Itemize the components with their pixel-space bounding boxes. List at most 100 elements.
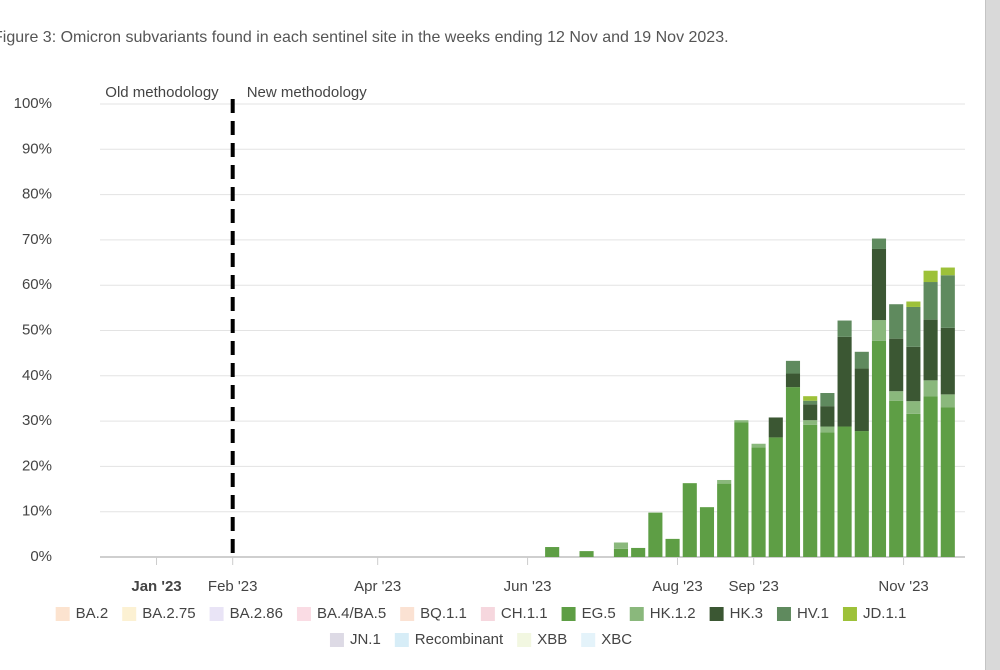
bar-segment bbox=[940, 267, 955, 276]
legend-swatch bbox=[400, 607, 415, 621]
bar-segment bbox=[734, 422, 749, 557]
x-tick-label: Aug '23 bbox=[652, 578, 702, 595]
legend-swatch bbox=[581, 633, 596, 647]
legend-item[interactable]: EG.5 bbox=[561, 605, 616, 622]
legend-item[interactable]: JN.1 bbox=[329, 631, 381, 648]
y-tick-label: 80% bbox=[22, 186, 52, 203]
scrollbar[interactable] bbox=[985, 0, 1000, 670]
bar-segment bbox=[803, 424, 818, 557]
bar-segment bbox=[820, 426, 835, 433]
legend-item[interactable]: BA.4/BA.5 bbox=[296, 605, 386, 622]
legend-item[interactable]: BA.2.75 bbox=[122, 605, 196, 622]
divider-label: Old methodology bbox=[105, 84, 219, 101]
legend-label: JD.1.1 bbox=[863, 605, 906, 622]
y-tick-label: 100% bbox=[14, 95, 52, 112]
bar-segment bbox=[717, 483, 732, 557]
bar-segment bbox=[940, 327, 955, 395]
legend-swatch bbox=[122, 607, 137, 621]
bar-segment bbox=[579, 551, 594, 557]
bar-segment bbox=[785, 387, 801, 557]
bar-segment bbox=[906, 346, 921, 402]
legend-label: BA.2 bbox=[76, 605, 109, 622]
x-tick-label: Feb '23 bbox=[208, 578, 258, 595]
bar-segment bbox=[854, 351, 869, 369]
bar-segment bbox=[889, 400, 904, 557]
legend-swatch bbox=[394, 633, 409, 647]
legend-label: HK.3 bbox=[730, 605, 763, 622]
y-tick-label: 0% bbox=[30, 548, 52, 565]
bar-segment bbox=[545, 547, 560, 557]
bar-segment bbox=[785, 360, 801, 374]
bar-segment bbox=[940, 275, 955, 328]
bar-segment bbox=[768, 417, 783, 438]
bar-segment bbox=[665, 538, 680, 557]
bar-segment bbox=[768, 437, 783, 557]
y-tick-label: 50% bbox=[22, 321, 52, 338]
legend-label: XBC bbox=[601, 631, 632, 648]
legend-item[interactable]: HK.1.2 bbox=[629, 605, 696, 622]
bar-segment bbox=[682, 483, 697, 557]
legend-swatch bbox=[480, 607, 495, 621]
legend-swatch bbox=[517, 633, 532, 647]
bar-segment bbox=[889, 391, 904, 401]
legend-label: BA.2.75 bbox=[142, 605, 195, 622]
legend-swatch bbox=[296, 607, 311, 621]
legend-item[interactable]: HV.1 bbox=[776, 605, 829, 622]
x-tick-label: Jan '23 bbox=[131, 578, 181, 595]
legend-swatch bbox=[709, 607, 724, 621]
bar-segment bbox=[923, 282, 938, 320]
bar-segment bbox=[648, 512, 663, 557]
bar-segment bbox=[940, 394, 955, 408]
legend-item[interactable]: CH.1.1 bbox=[480, 605, 548, 622]
x-tick-label: Apr '23 bbox=[354, 578, 401, 595]
legend-item[interactable]: Recombinant bbox=[394, 631, 504, 648]
bar-segment bbox=[906, 413, 921, 557]
legend-label: Recombinant bbox=[415, 631, 504, 648]
bar-segment bbox=[837, 320, 852, 337]
legend-item[interactable]: BQ.1.1 bbox=[400, 605, 467, 622]
divider-label: New methodology bbox=[247, 84, 368, 101]
bar-segment bbox=[803, 396, 818, 401]
x-tick-label: Jun '23 bbox=[504, 578, 552, 595]
legend-item[interactable]: BA.2.86 bbox=[209, 605, 283, 622]
legend-label: HV.1 bbox=[797, 605, 829, 622]
y-tick-label: 30% bbox=[22, 412, 52, 429]
legend-item[interactable]: XBB bbox=[517, 631, 567, 648]
legend-item[interactable]: JD.1.1 bbox=[842, 605, 906, 622]
legend-swatch bbox=[629, 607, 644, 621]
legend-label: JN.1 bbox=[350, 631, 381, 648]
legend-swatch bbox=[842, 607, 857, 621]
y-tick-label: 70% bbox=[22, 231, 52, 248]
bar-segment bbox=[889, 338, 904, 392]
legend-swatch bbox=[55, 607, 70, 621]
bar-segment bbox=[613, 548, 629, 557]
bar-segment bbox=[837, 336, 852, 427]
bar-segment bbox=[923, 396, 938, 557]
bar-segment bbox=[923, 270, 938, 283]
legend-item[interactable]: HK.3 bbox=[709, 605, 763, 622]
bar-segment bbox=[751, 443, 766, 448]
y-tick-label: 20% bbox=[22, 457, 52, 474]
bar-segment bbox=[751, 447, 766, 557]
bar-segment bbox=[854, 368, 869, 432]
y-tick-label: 60% bbox=[22, 276, 52, 293]
legend-item[interactable]: XBC bbox=[581, 631, 632, 648]
legend-label: EG.5 bbox=[582, 605, 616, 622]
bar-segment bbox=[734, 420, 749, 423]
bar-segment bbox=[871, 238, 887, 249]
bar-segment bbox=[889, 304, 904, 339]
bar-segment bbox=[717, 479, 732, 484]
bar-segment bbox=[699, 507, 715, 557]
legend-swatch bbox=[776, 607, 791, 621]
bar-segment bbox=[906, 301, 921, 307]
bar-segment bbox=[871, 248, 887, 321]
x-tick-label: Sep '23 bbox=[728, 578, 778, 595]
bar-segment bbox=[631, 547, 646, 557]
bar-segment bbox=[803, 420, 818, 425]
legend-swatch bbox=[329, 633, 344, 647]
bar-segment bbox=[871, 320, 887, 341]
legend-label: BA.2.86 bbox=[230, 605, 283, 622]
legend-item[interactable]: BA.2 bbox=[55, 605, 109, 622]
